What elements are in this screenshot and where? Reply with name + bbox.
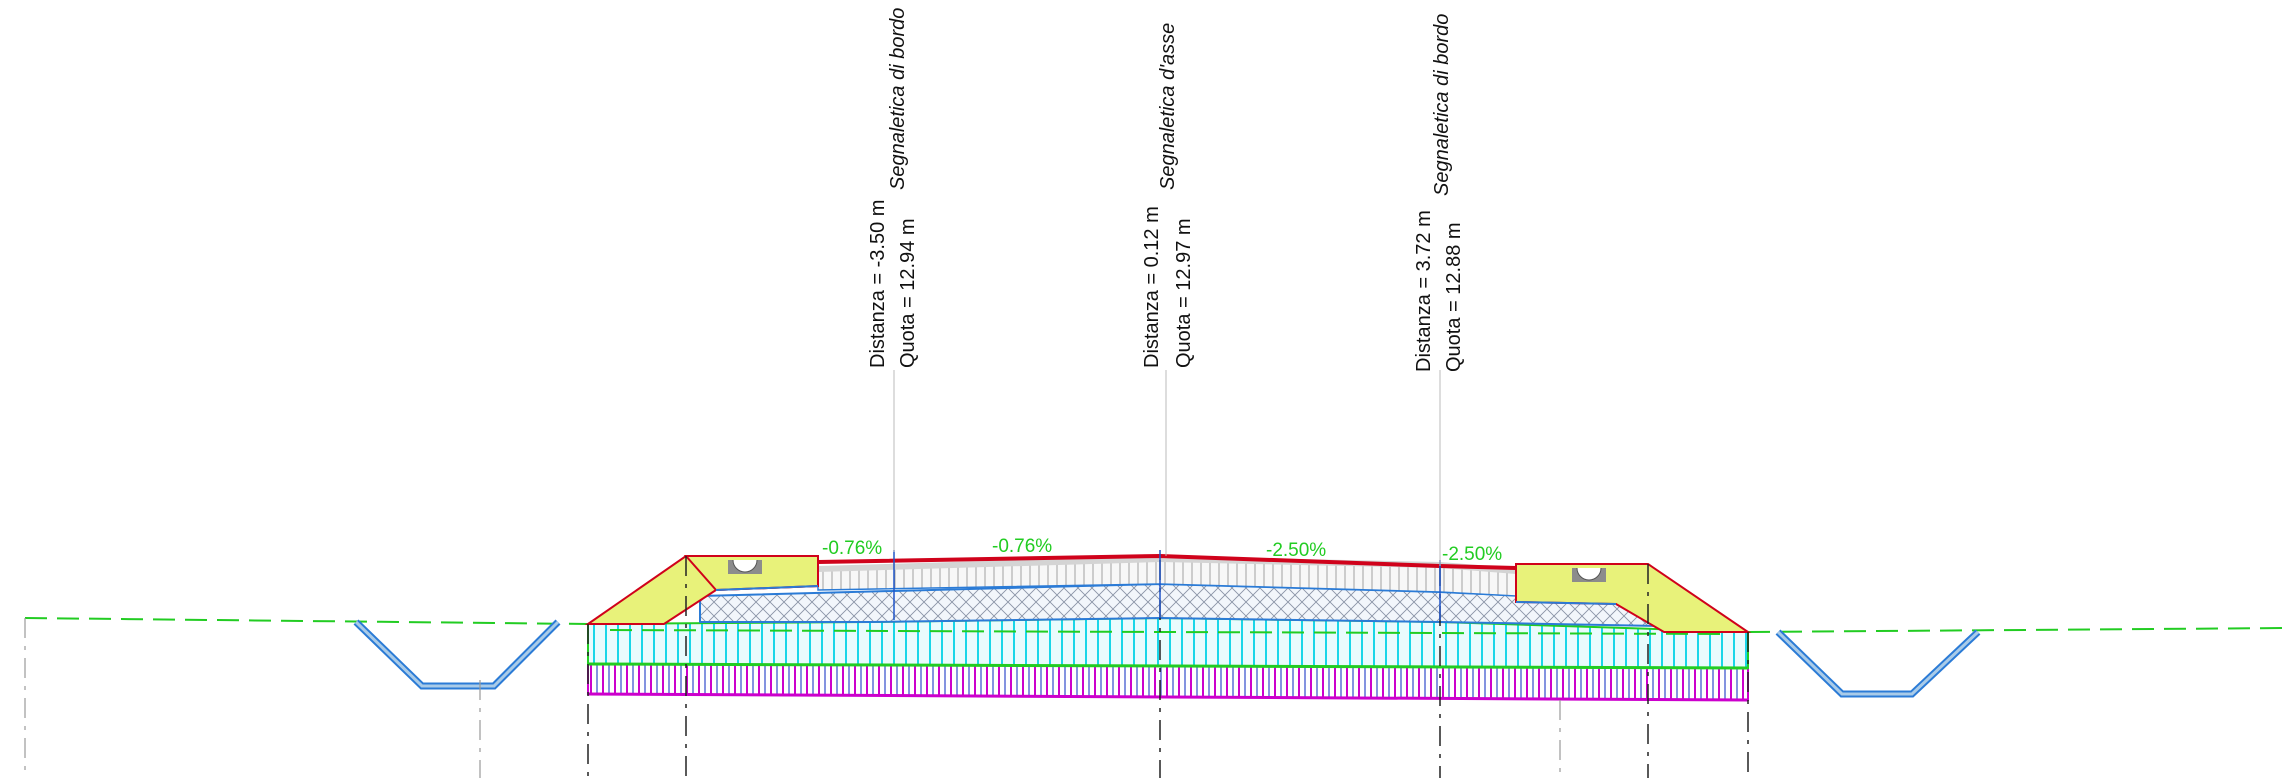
distance-label-center: Distanza = 0.12 m xyxy=(1141,206,1163,368)
slope-labels: -0.76% -0.76% -2.50% -2.50% xyxy=(822,536,1502,565)
reference-lines xyxy=(587,556,1749,778)
signage-label-center: Segnaletica d'asse xyxy=(1157,23,1179,190)
marker-leaders xyxy=(893,370,1441,566)
reference-lines-light xyxy=(24,618,1561,778)
marker-stems xyxy=(893,550,1441,620)
distance-label-left: Distanza = -3.50 m xyxy=(867,200,889,368)
distance-label-right: Distanza = 3.72 m xyxy=(1413,210,1435,372)
slope-label-3: -2.50% xyxy=(1266,540,1326,561)
slope-label-4: -2.50% xyxy=(1442,544,1502,565)
signage-label-left: Segnaletica di bordo xyxy=(887,8,909,190)
embankment-layer xyxy=(587,616,1749,670)
marker-left: Segnaletica di bordo Distanza = -3.50 m … xyxy=(867,8,919,368)
foundation-layer xyxy=(587,662,1749,702)
ground-line xyxy=(24,617,2290,633)
slope-label-2: -0.76% xyxy=(992,536,1052,557)
slope-label-1: -0.76% xyxy=(822,538,882,559)
curb-gutter-icon xyxy=(728,559,1606,582)
right-ditch xyxy=(1775,629,1981,698)
elevation-label-center: Quota = 12.97 m xyxy=(1173,218,1195,368)
elevation-label-left: Quota = 12.94 m xyxy=(897,218,919,368)
marker-center: Segnaletica d'asse Distanza = 0.12 m Quo… xyxy=(1141,23,1195,368)
signage-label-right: Segnaletica di bordo xyxy=(1431,14,1453,196)
elevation-label-right: Quota = 12.88 m xyxy=(1443,222,1465,372)
asphalt-surface xyxy=(817,553,1517,570)
left-ditch xyxy=(353,619,561,690)
marker-right: Segnaletica di bordo Distanza = 3.72 m Q… xyxy=(1413,14,1465,372)
